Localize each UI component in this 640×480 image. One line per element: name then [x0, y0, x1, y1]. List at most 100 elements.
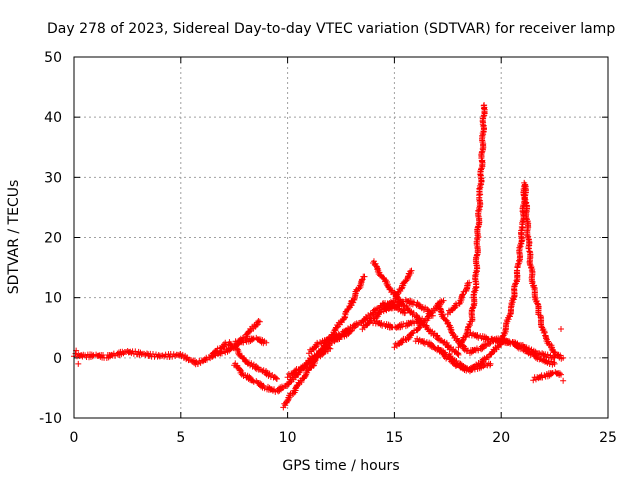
series-arc-n: [412, 335, 494, 374]
series-outliers: [73, 325, 567, 384]
data-point: [421, 338, 428, 345]
series-arc-o: [434, 300, 494, 357]
data-point: [558, 371, 565, 378]
data-point: [474, 363, 481, 370]
data-point: [486, 340, 493, 347]
data-point: [284, 374, 291, 381]
data-point: [380, 308, 387, 315]
y-tick-label: 40: [44, 110, 62, 126]
data-point: [346, 327, 353, 334]
series-arc-baseline: [71, 347, 201, 368]
plot-frame: [73, 56, 609, 419]
data-point: [547, 358, 554, 365]
data-point: [253, 322, 260, 329]
data-point: [560, 377, 567, 384]
data-point: [466, 279, 473, 286]
y-axis-label: SDTVAR / TECUs: [6, 180, 22, 295]
data-point: [271, 386, 278, 393]
data-point: [298, 379, 305, 386]
data-point: [391, 344, 398, 351]
data-point: [231, 341, 238, 348]
data-point: [266, 370, 273, 377]
data-point: [532, 295, 539, 302]
data-point: [309, 358, 316, 365]
data-point: [366, 319, 373, 326]
data-point: [455, 351, 462, 358]
data-point: [549, 370, 556, 377]
data-point: [350, 299, 357, 306]
x-tick-label: 0: [70, 430, 79, 446]
data-point: [452, 304, 459, 311]
data-point: [394, 291, 401, 298]
data-point: [532, 351, 539, 358]
data-point: [272, 374, 279, 381]
axis-ticks: 0 5 10 15 20 25 -10 0 10 20 30 40 50: [39, 50, 617, 446]
data-point: [399, 323, 406, 330]
data-point: [313, 343, 320, 350]
data-point: [276, 387, 283, 394]
data-point: [466, 321, 473, 328]
data-point: [463, 348, 470, 355]
data-point: [558, 325, 565, 332]
data-point: [505, 316, 512, 323]
x-tick-label: 20: [492, 430, 510, 446]
series-arc-r: [455, 102, 488, 351]
data-point: [441, 350, 448, 357]
data-point: [560, 354, 567, 361]
data-point: [516, 343, 523, 350]
series-arc-f: [284, 344, 334, 381]
grid-lines: [74, 57, 608, 418]
data-point: [431, 344, 438, 351]
data-point: [509, 299, 516, 306]
data-point: [414, 335, 421, 342]
data-point: [410, 299, 417, 306]
series-arc-p: [434, 179, 567, 375]
data-point: [255, 317, 262, 324]
data-point: [326, 344, 333, 351]
data-point: [229, 344, 236, 351]
data-point: [335, 330, 342, 337]
data-point: [530, 377, 537, 384]
data-point: [327, 345, 334, 352]
y-tick-label: 0: [53, 351, 62, 367]
data-point: [489, 335, 496, 342]
data-point: [361, 273, 368, 280]
data-point: [242, 337, 249, 344]
data-point: [467, 329, 474, 336]
data-point: [218, 344, 225, 351]
data-point: [399, 339, 406, 346]
data-point: [256, 318, 263, 325]
series-arc-u: [530, 369, 565, 384]
data-point: [249, 377, 256, 384]
data-point: [466, 322, 473, 329]
x-tick-label: 5: [176, 430, 185, 446]
x-tick-label: 10: [279, 430, 297, 446]
data-point: [260, 382, 267, 389]
data-point: [460, 291, 467, 298]
data-point: [501, 329, 508, 336]
data-point: [474, 332, 481, 339]
x-axis-label: GPS time / hours: [282, 458, 399, 474]
data-point: [371, 317, 378, 324]
series-arc-k: [370, 315, 426, 331]
data-point: [544, 351, 551, 358]
data-point: [351, 324, 358, 331]
data-markers: [71, 102, 567, 411]
x-tick-label: 15: [385, 430, 403, 446]
data-point: [250, 335, 257, 342]
data-point: [246, 373, 253, 380]
data-point: [481, 102, 488, 109]
series-arc-m: [391, 297, 447, 351]
data-point: [440, 297, 447, 304]
series-arc-e: [280, 297, 355, 411]
series-arc-q: [444, 279, 473, 318]
data-point: [352, 290, 359, 297]
data-point: [513, 341, 520, 348]
data-point: [378, 320, 385, 327]
data-point: [142, 351, 149, 358]
series-arc-j: [359, 267, 415, 333]
data-point: [427, 340, 434, 347]
data-point: [408, 267, 415, 274]
data-point: [479, 345, 486, 352]
data-point: [209, 353, 216, 360]
